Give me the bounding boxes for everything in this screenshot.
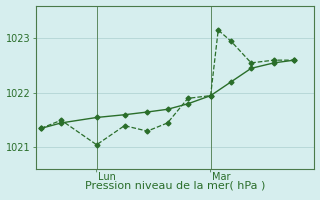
X-axis label: Pression niveau de la mer( hPa ): Pression niveau de la mer( hPa ) (85, 180, 265, 190)
Text: Mar: Mar (212, 172, 230, 182)
Text: Lun: Lun (98, 172, 116, 182)
